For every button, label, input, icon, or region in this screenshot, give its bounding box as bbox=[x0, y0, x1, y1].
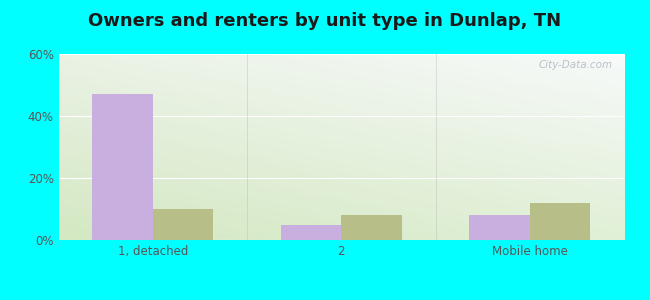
Bar bbox=[469, 215, 530, 240]
Bar bbox=[281, 224, 341, 240]
Bar bbox=[92, 94, 153, 240]
Text: Owners and renters by unit type in Dunlap, TN: Owners and renters by unit type in Dunla… bbox=[88, 12, 562, 30]
Text: City-Data.com: City-Data.com bbox=[539, 60, 613, 70]
Bar bbox=[530, 203, 590, 240]
Bar bbox=[153, 209, 213, 240]
Legend: Owner occupied units, Renter occupied units: Owner occupied units, Renter occupied un… bbox=[178, 297, 504, 300]
Bar bbox=[341, 215, 402, 240]
